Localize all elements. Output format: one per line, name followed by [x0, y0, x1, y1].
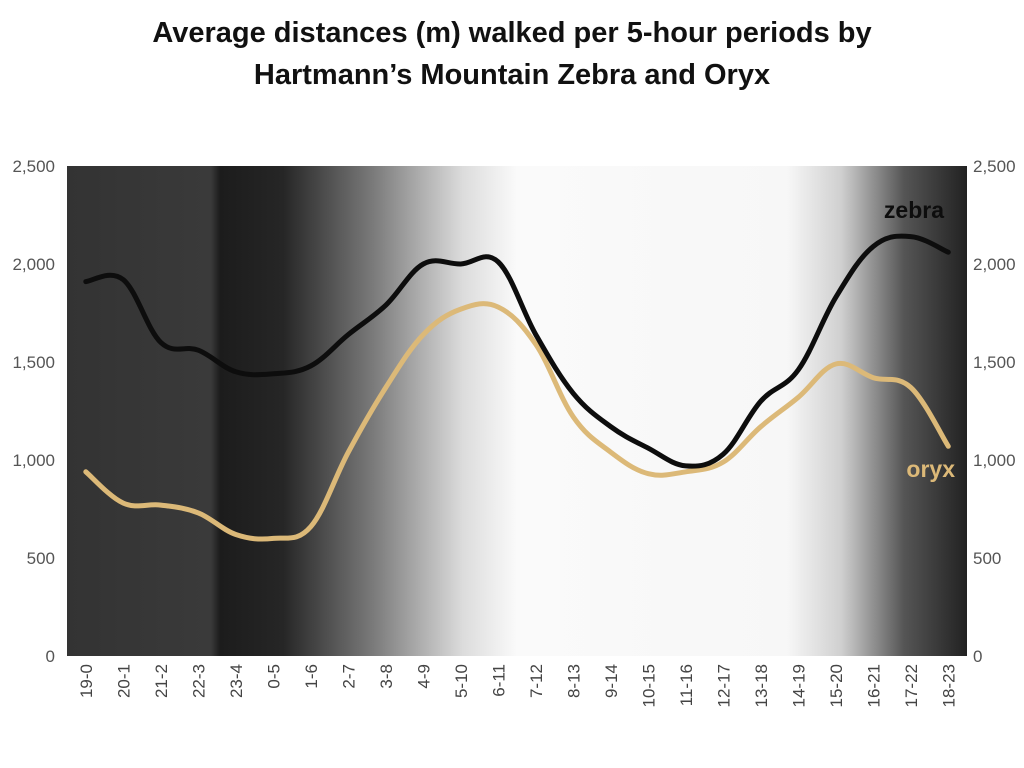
- x-tick-label: 12-17: [714, 664, 733, 707]
- y-tick-label-right: 500: [973, 549, 1001, 568]
- y-tick-label-left: 1,000: [12, 451, 55, 470]
- x-tick-label: 14-19: [789, 664, 808, 707]
- x-tick-label: 10-15: [639, 664, 658, 707]
- x-tick-label: 7-12: [527, 664, 546, 698]
- x-tick-label: 16-21: [864, 664, 883, 707]
- x-tick-label: 8-13: [564, 664, 583, 698]
- chart-title-line-2: Hartmann’s Mountain Zebra and Oryx: [253, 59, 771, 91]
- right-y-axis: 0 500 1,000 1,500 2,000 2,500: [973, 157, 1016, 666]
- x-tick-label: 9-14: [602, 664, 621, 698]
- x-tick-label: 15-20: [827, 664, 846, 707]
- x-tick-label: 4-9: [414, 664, 433, 689]
- x-tick-label: 11-16: [677, 664, 696, 706]
- x-tick-label: 20-1: [114, 664, 133, 698]
- x-tick-label: 13-18: [752, 664, 771, 707]
- y-tick-label-left: 2,500: [12, 157, 55, 176]
- x-tick-label: 3-8: [377, 664, 396, 689]
- chart-title: Average distances (m) walked per 5-hour …: [0, 12, 1024, 96]
- x-tick-label: 6-11: [489, 664, 508, 697]
- x-tick-label: 5-10: [452, 664, 471, 698]
- y-tick-label-right: 2,000: [973, 255, 1016, 274]
- y-tick-label-right: 1,500: [973, 353, 1016, 372]
- chart-title-line-1: Average distances (m) walked per 5-hour …: [152, 17, 872, 49]
- plot-background: [67, 166, 967, 656]
- y-tick-label-right: 1,000: [973, 451, 1016, 470]
- y-tick-label-left: 500: [27, 549, 55, 568]
- x-tick-label: 17-22: [902, 664, 921, 707]
- series-labels: oryx zebra: [884, 197, 955, 482]
- series-label-zebra: zebra: [884, 197, 944, 223]
- series-line-oryx: [83, 301, 951, 542]
- y-tick-label-left: 2,000: [12, 255, 55, 274]
- series-lines: [83, 233, 951, 542]
- x-tick-label: 21-2: [152, 664, 171, 698]
- y-tick-label-left: 1,500: [12, 353, 55, 372]
- x-axis: 19-0 20-1 21-2 22-3 23-4 0-5 1-6 2-7 3-8 4-9 5-10 6…: [77, 664, 959, 707]
- series-line-zebra: [83, 233, 951, 469]
- series-label-oryx: oryx: [906, 456, 955, 482]
- x-tick-label: 0-5: [264, 664, 283, 689]
- x-tick-label: 2-7: [339, 664, 358, 689]
- y-tick-label-left: 0: [46, 647, 55, 666]
- left-y-axis: 0 500 1,000 1,500 2,000 2,500: [12, 157, 55, 666]
- x-tick-label: 18-23: [939, 664, 958, 707]
- x-tick-label: 19-0: [77, 664, 96, 698]
- y-tick-label-right: 2,500: [973, 157, 1016, 176]
- y-tick-label-right: 0: [973, 647, 982, 666]
- x-tick-label: 1-6: [302, 664, 321, 689]
- x-tick-label: 22-3: [189, 664, 208, 698]
- x-tick-label: 23-4: [227, 664, 246, 698]
